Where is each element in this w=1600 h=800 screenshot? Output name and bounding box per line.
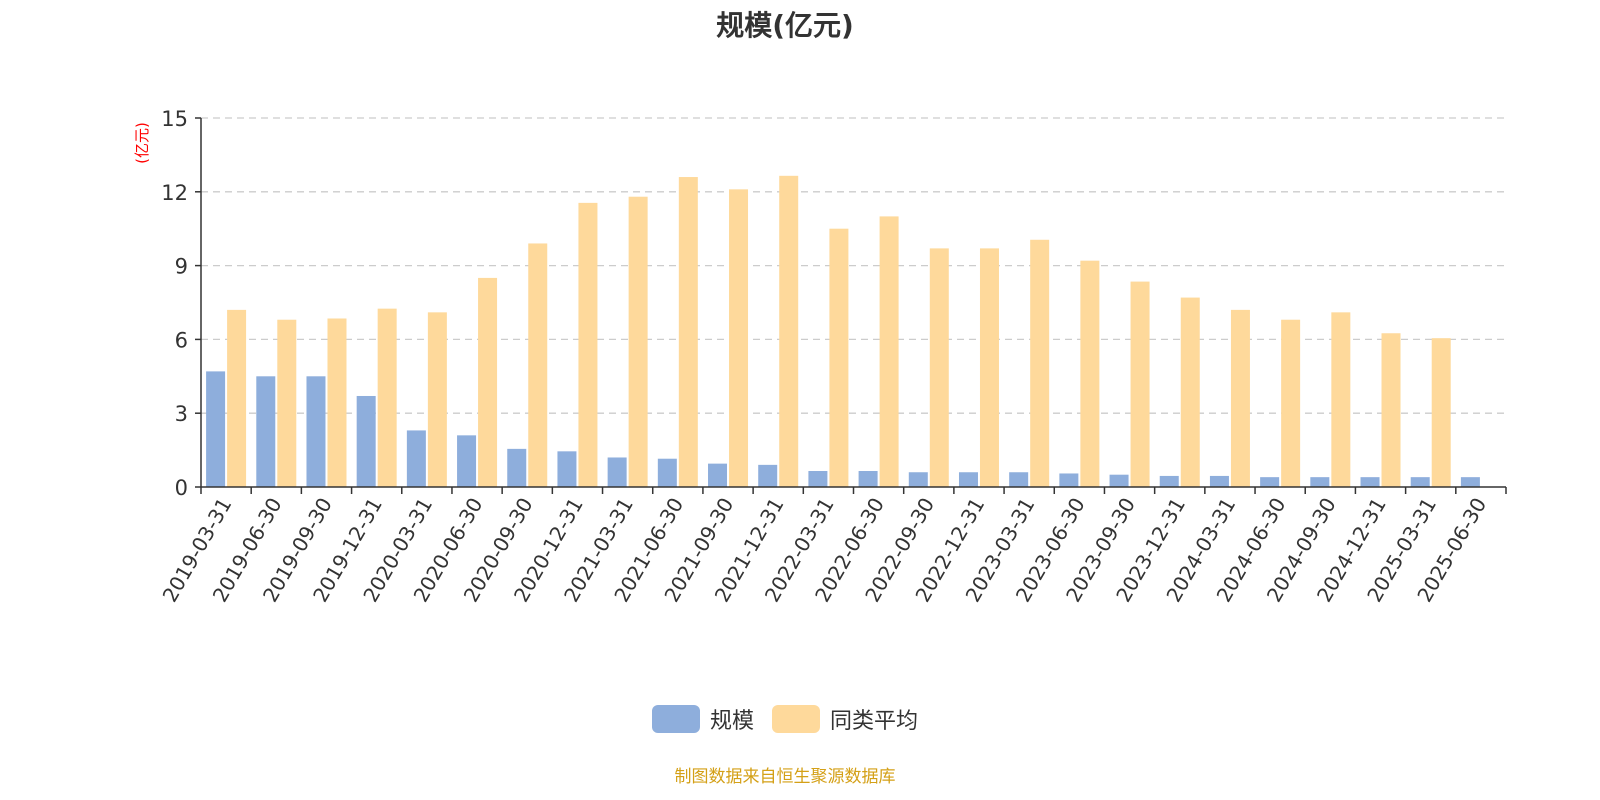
bar-peer-average [929,248,949,487]
y-tick-label: 3 [175,402,188,426]
bar-scale [1209,475,1229,487]
bar-scale [306,376,326,487]
bar-peer-average [1030,239,1050,487]
y-axis-label: (亿元) [133,122,151,164]
bar-scale [908,472,928,487]
bar-peer-average [829,228,849,487]
bar-peer-average [227,309,247,487]
bar-scale [808,471,828,487]
legend-swatch-scale [651,705,700,733]
bar-peer-average [327,318,347,487]
bar-scale [1460,477,1480,487]
bar-peer-average [1230,309,1250,487]
bar-scale [206,371,226,487]
bar-scale [1260,477,1280,487]
bar-peer-average [1331,312,1351,487]
bar-peer-average [277,319,297,487]
bar-peer-average [578,202,598,487]
legend: 规模 同类平均 [0,703,1570,735]
bar-peer-average [528,243,548,487]
bar-scale [557,451,577,487]
y-tick-label: 9 [175,255,188,279]
bar-scale [356,395,376,487]
bar-scale [1009,472,1029,487]
bar-peer-average [779,175,799,487]
y-tick-label: 6 [175,328,188,352]
bar-scale [256,376,276,487]
bar-scale [1159,475,1179,487]
bar-peer-average [1381,333,1401,487]
y-tick-label: 0 [175,476,188,500]
bar-scale [1360,477,1380,487]
y-tick-label: 12 [161,181,188,205]
legend-swatch-peer-average [772,705,820,733]
bar-peer-average [979,248,999,487]
bar-peer-average [1281,319,1301,487]
bar-scale [507,448,527,487]
bar-peer-average [678,177,698,488]
bar-peer-average [1431,338,1451,487]
bar-scale [1310,477,1330,487]
bar-scale [758,464,778,487]
bar-scale [607,457,627,487]
legend-item-peer-average[interactable]: 同类平均 [772,703,918,735]
bar-scale [406,430,426,487]
bar-peer-average [478,277,498,487]
bar-peer-average [628,196,648,487]
chart-title: 规模(亿元) [716,9,854,42]
bar-peer-average [1180,297,1200,487]
source-note: 制图数据来自恒生聚源数据库 [674,767,896,787]
bar-peer-average [879,216,899,487]
legend-label-peer-average: 同类平均 [830,709,919,734]
bar-scale [708,463,728,487]
bar-scale [657,458,677,487]
bar-scale [1109,474,1129,487]
bar-scale [1410,477,1430,487]
y-tick-label: 15 [161,107,188,131]
bar-peer-average [427,312,447,487]
bar-scale [1059,473,1079,487]
legend-label-scale: 规模 [709,709,754,734]
legend-item-scale[interactable]: 规模 [651,703,754,735]
bar-scale [958,472,978,487]
bar-scale [858,471,878,487]
bar-peer-average [729,189,749,487]
bar-peer-average [377,308,397,487]
bar-peer-average [1080,260,1100,487]
bar-peer-average [1130,281,1150,487]
bar-scale [457,435,477,487]
